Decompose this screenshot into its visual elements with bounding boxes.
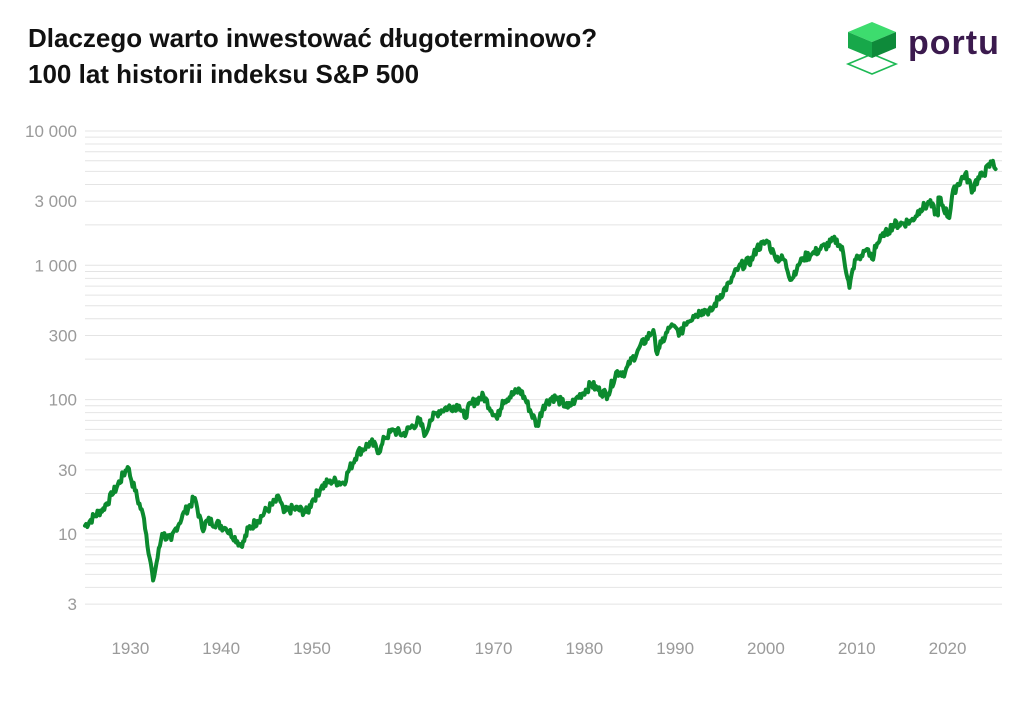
x-tick-label: 1980 [565,639,603,658]
sp500-line-chart: 3 10 30 100 300 1 000 3 000 10 000 1930 1940 1950… [25,122,1002,658]
y-tick-label: 1 000 [34,256,77,275]
cube-logo-icon [845,22,899,75]
y-tick-label: 100 [49,391,77,410]
logo-text: portu [908,24,1000,62]
x-tick-label: 1930 [111,639,149,658]
x-tick-label: 1990 [656,639,694,658]
y-tick-label: 10 [58,525,77,544]
chart-title-line-1: Dlaczego warto inwestować długoterminowo… [28,23,598,53]
x-tick-label: 2000 [747,639,785,658]
x-tick-label: 2020 [929,639,967,658]
y-tick-label: 300 [49,327,77,346]
x-tick-label: 1950 [293,639,331,658]
x-tick-label: 1940 [202,639,240,658]
chart-grid [85,130,1002,605]
y-axis: 3 10 30 100 300 1 000 3 000 10 000 [25,122,77,614]
x-tick-label: 2010 [838,639,876,658]
sp500-series-line [83,158,998,583]
portu-logo[interactable]: portu [842,18,1012,78]
chart-title: Dlaczego warto inwestować długoterminowo… [28,20,597,92]
x-tick-label: 1960 [384,639,422,658]
y-tick-label: 10 000 [25,122,77,141]
y-tick-label: 30 [58,461,77,480]
x-axis: 1930 1940 1950 1960 1970 1980 1990 2000 2010 2020 [111,639,966,658]
y-tick-label: 3 [68,595,77,614]
x-tick-label: 1970 [475,639,513,658]
y-tick-label: 3 000 [34,192,77,211]
chart-title-line-2: 100 lat historii indeksu S&P 500 [28,59,420,89]
